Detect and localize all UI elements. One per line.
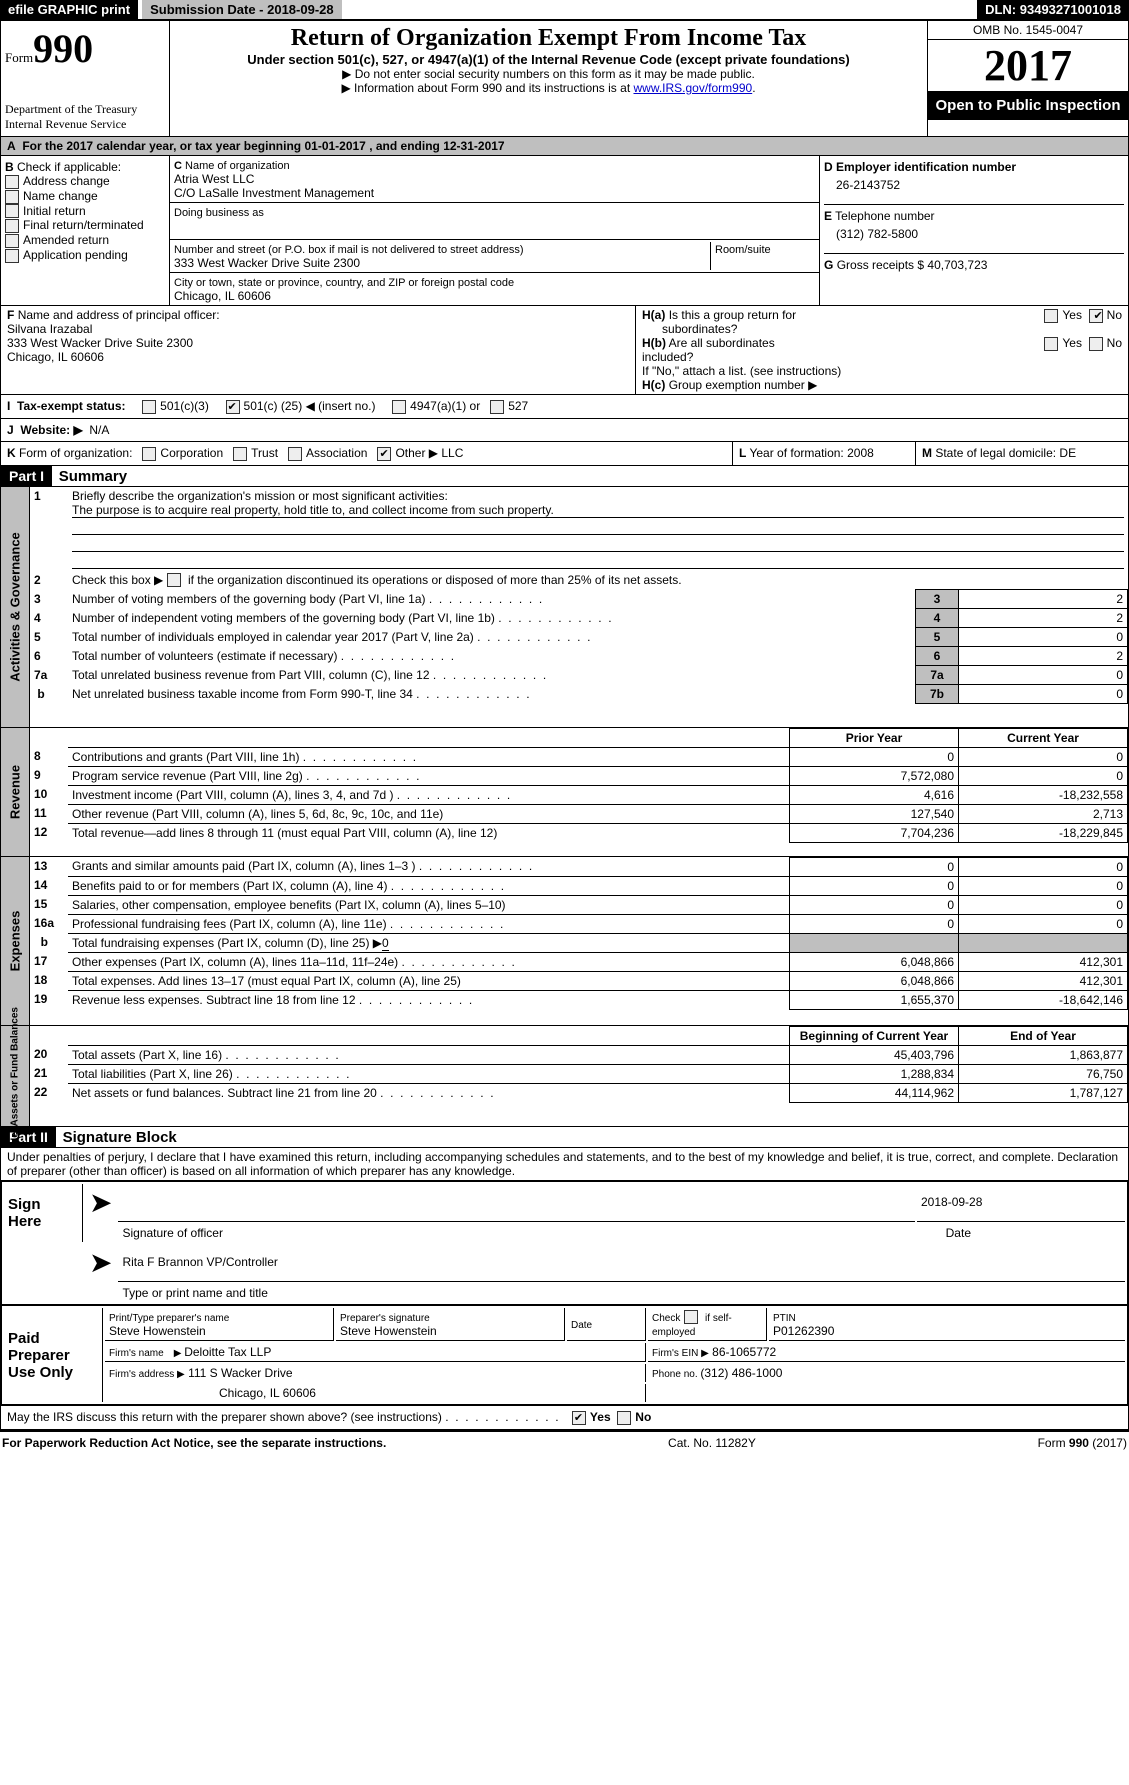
h-note: If "No," attach a list. (see instruction… [642, 364, 1122, 378]
website: N/A [89, 423, 109, 437]
org-address: 333 West Wacker Drive Suite 2300 [174, 256, 360, 270]
org-name: Atria West LLC [174, 172, 254, 186]
part-ii-title: Signature Block [63, 1129, 177, 1146]
cb-self-employed[interactable] [684, 1310, 698, 1324]
cb-4947[interactable] [392, 400, 406, 414]
perjury-declaration: Under penalties of perjury, I declare th… [1, 1147, 1128, 1180]
firm-city: Chicago, IL 60606 [109, 1386, 316, 1400]
section-a-header: A For the 2017 calendar year, or tax yea… [1, 137, 1128, 156]
ptin: P01262390 [773, 1324, 834, 1338]
cb-501c3[interactable] [142, 400, 156, 414]
cb-other[interactable] [377, 447, 391, 461]
cb-irs-no[interactable] [617, 1411, 631, 1425]
side-expenses: Expenses [1, 857, 30, 1025]
col-prior-year: Prior Year [790, 728, 959, 747]
paid-preparer: Paid Preparer Use Only [4, 1308, 103, 1403]
officer-name: Silvana Irazabal [7, 322, 629, 336]
cb-501c[interactable] [226, 400, 240, 414]
efile-print-button[interactable]: efile GRAPHIC print [0, 0, 138, 19]
firm-addr: 111 S Wacker Drive [188, 1366, 292, 1380]
cb-amended[interactable] [5, 234, 19, 248]
tax-year: 2017 [928, 40, 1128, 91]
cb-address-change[interactable] [5, 175, 19, 189]
omb-number: OMB No. 1545-0047 [928, 21, 1128, 40]
ein: 26-2143752 [824, 174, 1124, 204]
form990-link[interactable]: www.IRS.gov/form990 [633, 81, 752, 95]
section-b: B Check if applicable: Address change Na… [1, 156, 170, 305]
part-i-header: Part I [1, 466, 52, 486]
officer-city: Chicago, IL 60606 [7, 350, 629, 364]
v3: 2 [959, 590, 1128, 609]
subtitle-2b: ▶ Information about Form 990 and its ins… [341, 81, 633, 95]
submission-date: Submission Date - 2018-09-28 [142, 0, 342, 19]
dln: DLN: 93493271001018 [977, 0, 1129, 19]
firm-phone: (312) 486-1000 [700, 1366, 782, 1380]
form-header: Form990 Department of the Treasury Inter… [0, 19, 1129, 137]
form-title: Return of Organization Exempt From Incom… [174, 25, 923, 52]
year-formation: 2008 [847, 446, 874, 460]
form-number: 990 [33, 26, 93, 71]
cb-initial-return[interactable] [5, 204, 19, 218]
cb-ha-no[interactable] [1089, 309, 1103, 323]
irs-label: Internal Revenue Service [5, 117, 165, 132]
cb-corp[interactable] [142, 447, 156, 461]
col-begin-year: Beginning of Current Year [790, 1026, 959, 1045]
side-activities: Activities & Governance [1, 487, 30, 727]
open-inspection: Open to Public Inspection [928, 91, 1128, 120]
cb-app-pending[interactable] [5, 249, 19, 263]
cb-irs-yes[interactable] [572, 1411, 586, 1425]
officer-addr: 333 West Wacker Drive Suite 2300 [7, 336, 629, 350]
preparer-name: Steve Howenstein [109, 1324, 206, 1338]
part-i-title: Summary [59, 468, 127, 485]
domicile: DE [1059, 446, 1076, 460]
col-end-year: End of Year [959, 1026, 1128, 1045]
cb-trust[interactable] [233, 447, 247, 461]
cb-final-return[interactable] [5, 219, 19, 233]
v7a: 0 [959, 666, 1128, 685]
phone: (312) 782-5800 [824, 223, 1124, 253]
col-current-year: Current Year [959, 728, 1128, 747]
v6: 2 [959, 647, 1128, 666]
officer-printed-name: Rita F Brannon VP/Controller [118, 1244, 1125, 1282]
v4: 2 [959, 609, 1128, 628]
form-word: Form [5, 50, 33, 65]
cb-ha-yes[interactable] [1044, 309, 1058, 323]
cb-527[interactable] [490, 400, 504, 414]
cb-discontinued[interactable] [167, 573, 181, 587]
subtitle-1: Under section 501(c), 527, or 4947(a)(1)… [174, 52, 923, 67]
preparer-sig: Steve Howenstein [340, 1324, 437, 1338]
side-netassets: Net Assets or Fund Balances [1, 1026, 30, 1126]
org-co: C/O LaSalle Investment Management [174, 186, 374, 200]
dba-label: Doing business as [174, 207, 264, 219]
sign-here: Sign Here [4, 1184, 83, 1242]
org-form-other: LLC [441, 446, 463, 460]
cb-hb-no[interactable] [1089, 337, 1103, 351]
top-bar: efile GRAPHIC print Submission Date - 20… [0, 0, 1129, 19]
mission: The purpose is to acquire real property,… [72, 503, 1124, 518]
side-revenue: Revenue [1, 728, 30, 856]
gross-receipts: 40,703,723 [927, 258, 987, 272]
cb-name-change[interactable] [5, 190, 19, 204]
subtitle-2a: ▶ Do not enter social security numbers o… [174, 67, 923, 81]
firm-ein: 86-1065772 [712, 1345, 776, 1359]
org-city: Chicago, IL 60606 [174, 289, 271, 303]
v5: 0 [959, 628, 1128, 647]
v7b: 0 [959, 685, 1128, 704]
dept-treasury: Department of the Treasury [5, 102, 165, 117]
page-footer: For Paperwork Reduction Act Notice, see … [0, 1430, 1129, 1454]
cb-assoc[interactable] [288, 447, 302, 461]
irs-discuss: May the IRS discuss this return with the… [7, 1410, 442, 1424]
sig-date: 2018-09-28 [917, 1184, 1125, 1222]
firm-name: Deloitte Tax LLP [174, 1345, 272, 1359]
cb-hb-yes[interactable] [1044, 337, 1058, 351]
